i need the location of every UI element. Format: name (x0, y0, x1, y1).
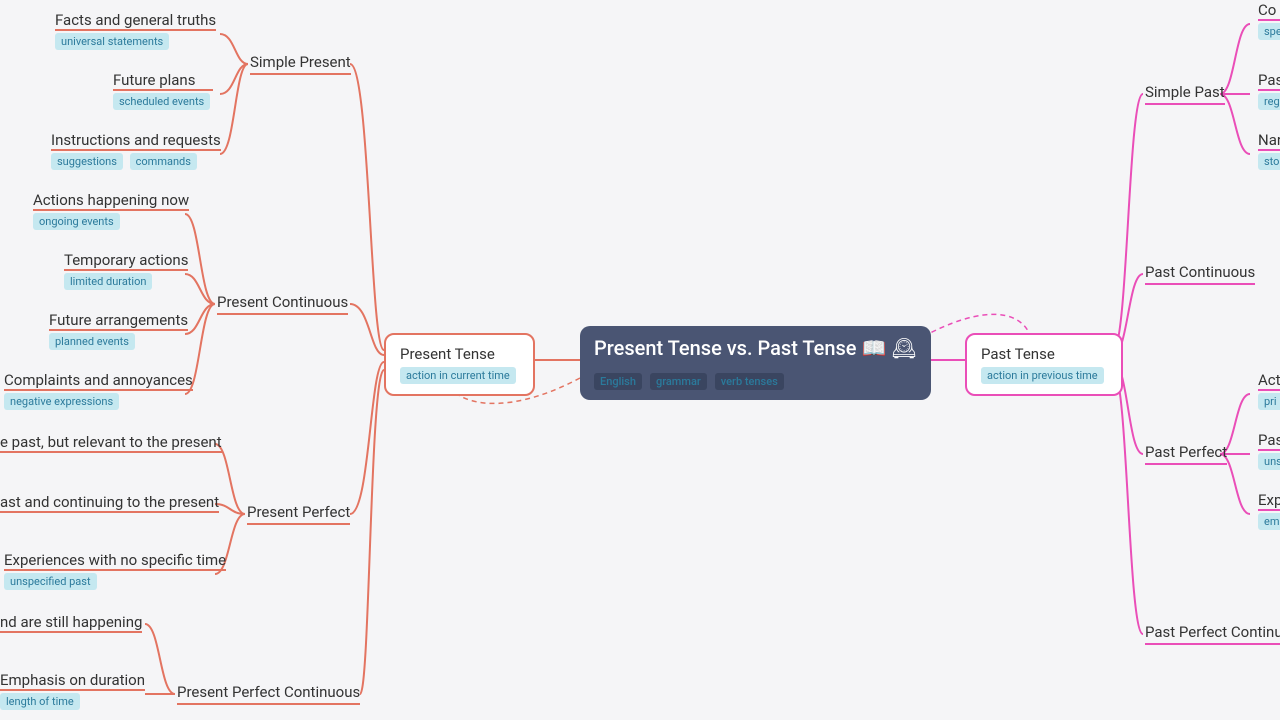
center-title: Present Tense vs. Past Tense 📖 🕰 (594, 336, 917, 360)
leaf[interactable]: Experiences with no specific time unspec… (4, 551, 226, 590)
leaf[interactable]: Complaints and annoyances negative expre… (4, 371, 193, 410)
leaf[interactable]: Future plans scheduled events (113, 71, 213, 110)
center-tag: English (594, 373, 642, 390)
sub-past-continuous[interactable]: Past Continuous (1145, 263, 1255, 285)
center-node[interactable]: Present Tense vs. Past Tense 📖 🕰 English… (580, 326, 931, 400)
sub-simple-present[interactable]: Simple Present (250, 53, 351, 75)
leaf[interactable]: Instructions and requests suggestions co… (51, 131, 221, 170)
leaf[interactable]: Emphasis on duration length of time (0, 671, 145, 710)
leaf[interactable]: Temporary actions limited duration (64, 251, 188, 290)
leaf[interactable]: Nar sto (1258, 131, 1280, 170)
sub-present-perfect[interactable]: Present Perfect (247, 503, 350, 525)
past-node[interactable]: Past Tense action in previous time (965, 333, 1123, 396)
sub-present-perfect-continuous[interactable]: Present Perfect Continuous (177, 683, 360, 705)
sub-past-perfect-continuous[interactable]: Past Perfect Continuou (1145, 623, 1280, 645)
past-tag: action in previous time (981, 367, 1104, 384)
leaf[interactable]: nd are still happening (0, 613, 142, 633)
center-tag: grammar (650, 373, 707, 390)
sub-present-continuous[interactable]: Present Continuous (217, 293, 348, 315)
leaf[interactable]: Co spe (1258, 1, 1280, 40)
leaf[interactable]: Act pri (1258, 371, 1280, 410)
leaf[interactable]: Exp em (1258, 491, 1280, 530)
leaf[interactable]: Future arrangements planned events (49, 311, 188, 350)
sub-past-perfect[interactable]: Past Perfect (1145, 443, 1227, 465)
leaf[interactable]: e past, but relevant to the present (0, 433, 222, 453)
leaf[interactable]: Pas uns (1258, 431, 1280, 470)
leaf[interactable]: Actions happening now ongoing events (33, 191, 189, 230)
leaf[interactable]: ast and continuing to the present (0, 493, 219, 513)
leaf[interactable]: Facts and general truths universal state… (55, 11, 216, 50)
center-tag: verb tenses (715, 373, 784, 390)
sub-simple-past[interactable]: Simple Past (1145, 83, 1225, 105)
leaf[interactable]: Pas reg (1258, 71, 1280, 110)
present-tag: action in current time (400, 367, 516, 384)
present-label: Present Tense (400, 345, 519, 363)
past-label: Past Tense (981, 345, 1107, 363)
present-node[interactable]: Present Tense action in current time (384, 333, 535, 396)
